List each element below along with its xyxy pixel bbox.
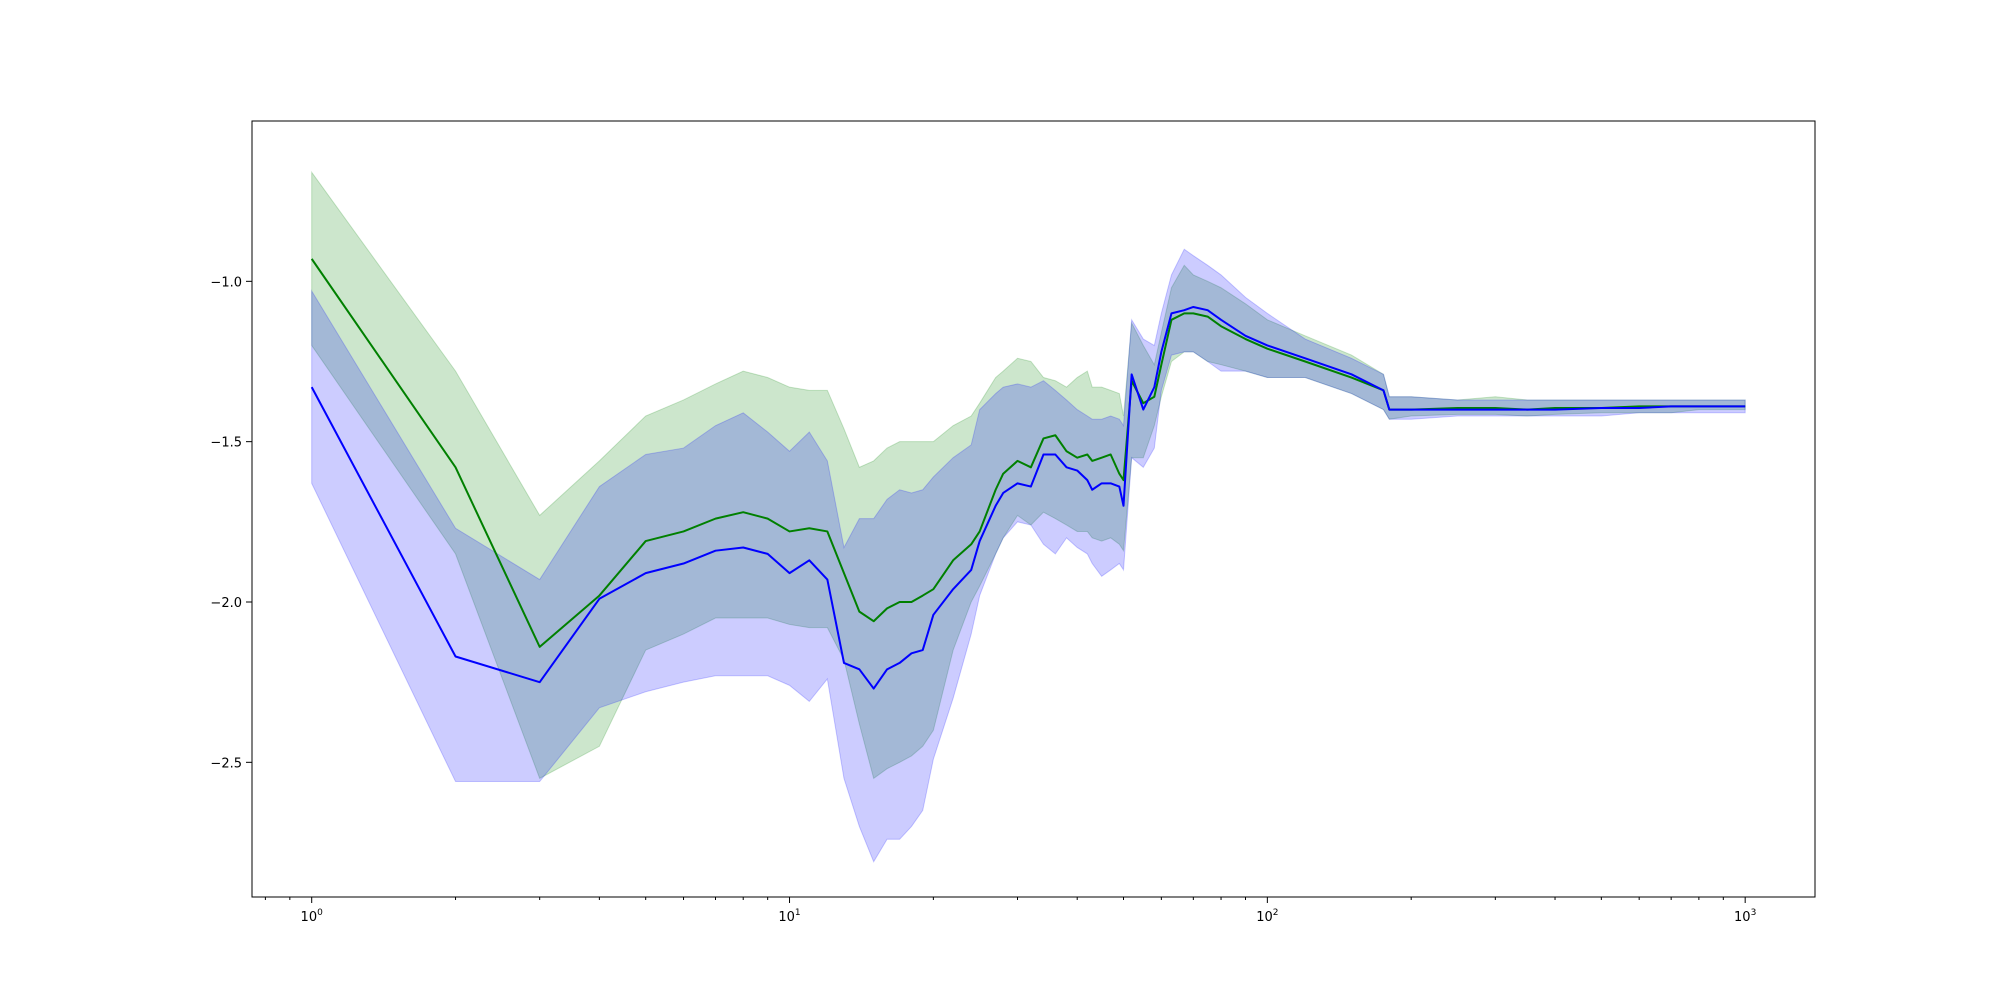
series-0-band: [311, 170, 1746, 780]
y-tick-label-2: −2.0: [210, 596, 242, 611]
y-tick-label-3: −2.5: [210, 756, 242, 771]
plot-frame: [251, 120, 1816, 898]
axes: 100 101 102 103−1.0−1.5−2.0−2.5: [210, 275, 1756, 925]
plot-area: [310, 170, 1746, 863]
series-1-line: [310, 305, 1746, 690]
y-tick-label-0: −1.0: [210, 275, 242, 290]
y-tick-label-1: −1.5: [210, 436, 242, 451]
